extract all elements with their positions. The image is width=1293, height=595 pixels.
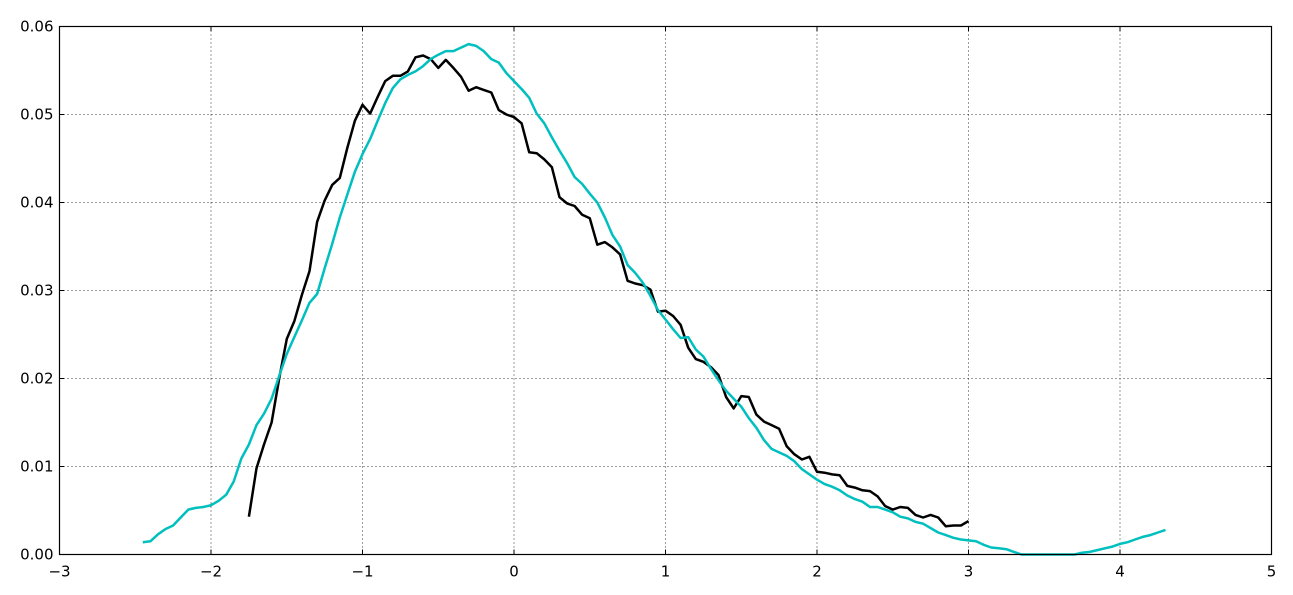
x-tick-label: −3 [48,563,70,581]
x-tick-label: 2 [812,563,822,581]
x-tick-label: −2 [200,563,222,581]
grid-layer [59,26,1272,555]
y-tick-label: 0.06 [20,18,53,36]
x-tick-label: 5 [1267,563,1277,581]
tick-label-layer: −3 −2 −1 0 1 2 3 4 5 0.00 0.01 0.02 0.03 0.04 0.05 0.06 [20,18,1276,581]
y-tick-label: 0.00 [20,546,53,564]
x-tick-label: 1 [661,563,671,581]
x-tick-label: −1 [351,563,373,581]
series-line-1 [247,54,970,528]
y-tick-label: 0.05 [20,106,53,124]
y-tick-label: 0.03 [20,282,53,300]
tick-layer [59,26,1272,555]
x-tick-label: 0 [509,563,519,581]
series-line-2 [142,42,1166,556]
x-tick-label: 3 [964,563,974,581]
y-tick-label: 0.04 [20,194,53,212]
y-tick-label: 0.01 [20,458,53,476]
y-tick-label: 0.02 [20,370,53,388]
series-layer [142,42,1166,556]
x-tick-label: 4 [1115,563,1125,581]
